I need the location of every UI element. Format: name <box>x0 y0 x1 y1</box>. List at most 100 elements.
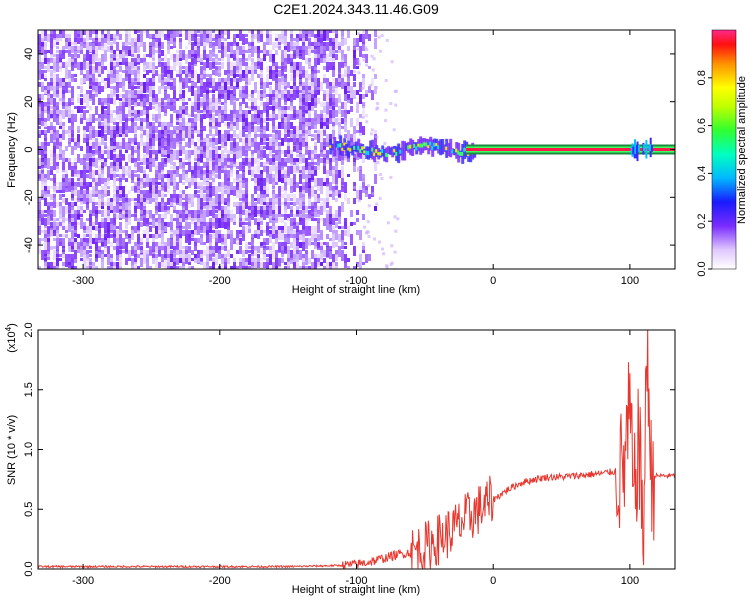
noise-speckle <box>59 154 62 160</box>
noise-speckle <box>374 30 377 37</box>
noise-speckle <box>170 54 173 60</box>
noise-speckle <box>167 146 170 154</box>
noise-speckle <box>203 126 206 131</box>
noise-speckle <box>173 58 176 62</box>
noise-speckle <box>278 210 281 217</box>
noise-speckle <box>281 94 284 98</box>
noise-speckle <box>95 242 98 251</box>
noise-speckle <box>98 238 101 243</box>
noise-speckle <box>236 34 239 38</box>
noise-speckle <box>182 266 185 269</box>
noise-speckle <box>170 46 173 49</box>
noise-speckle <box>137 58 140 63</box>
signal-peak <box>377 152 381 156</box>
noise-speckle <box>218 94 221 98</box>
noise-speckle <box>332 78 335 81</box>
noise-speckle <box>143 198 146 202</box>
noise-speckle <box>206 194 209 197</box>
noise-speckle <box>302 138 305 147</box>
noise-speckle <box>62 234 65 237</box>
noise-speckle <box>191 122 194 128</box>
noise-speckle <box>44 198 47 206</box>
noise-speckle <box>326 246 329 257</box>
noise-speckle <box>131 150 134 161</box>
noise-speckle <box>254 106 257 112</box>
noise-speckle <box>299 218 302 225</box>
noise-speckle <box>140 198 143 203</box>
noise-speckle <box>209 130 212 136</box>
noise-speckle <box>155 102 158 111</box>
noise-speckle <box>266 142 269 150</box>
disturbance <box>638 145 640 152</box>
noise-speckle <box>185 142 188 147</box>
noise-speckle <box>365 120 369 124</box>
noise-speckle <box>68 82 71 88</box>
noise-speckle <box>374 138 377 146</box>
noise-speckle <box>98 86 101 94</box>
noise-speckle <box>357 199 361 202</box>
noise-speckle <box>155 34 158 38</box>
noise-speckle <box>248 66 251 73</box>
noise-speckle <box>257 258 260 263</box>
noise-speckle <box>344 122 347 132</box>
noise-speckle <box>299 50 302 56</box>
noise-speckle <box>191 182 194 185</box>
noise-speckle <box>215 98 218 104</box>
snr-x-tick-label: 0 <box>490 575 496 587</box>
noise-speckle <box>305 170 308 173</box>
noise-speckle <box>104 238 107 248</box>
noise-speckle <box>170 34 173 44</box>
noise-speckle <box>293 254 296 262</box>
noise-speckle <box>233 262 236 269</box>
noise-speckle <box>83 246 86 250</box>
noise-speckle <box>92 178 95 182</box>
noise-speckle <box>134 258 137 264</box>
noise-speckle <box>53 98 56 107</box>
noise-speckle <box>155 242 158 247</box>
noise-speckle <box>221 222 224 228</box>
noise-speckle <box>128 142 131 150</box>
noise-speckle <box>167 130 170 137</box>
noise-speckle <box>365 30 368 39</box>
noise-speckle <box>155 218 158 222</box>
noise-speckle <box>110 150 113 160</box>
noise-speckle <box>182 82 185 87</box>
noise-speckle <box>338 126 341 135</box>
noise-speckle <box>209 194 212 201</box>
noise-speckle <box>347 110 350 114</box>
noise-speckle <box>251 106 254 111</box>
noise-speckle <box>164 62 167 69</box>
noise-speckle <box>191 234 194 238</box>
noise-speckle <box>149 90 152 94</box>
noise-speckle <box>242 54 245 59</box>
noise-speckle <box>182 230 185 236</box>
noise-speckle <box>269 138 272 143</box>
noise-speckle <box>326 138 329 145</box>
noise-speckle <box>287 230 290 233</box>
noise-speckle <box>269 54 272 62</box>
noise-speckle <box>41 182 44 192</box>
noise-speckle <box>218 70 221 73</box>
noise-speckle <box>385 38 389 42</box>
noise-speckle <box>167 98 170 105</box>
noise-speckle <box>173 182 176 189</box>
noise-speckle <box>173 266 176 269</box>
noise-speckle <box>236 166 239 169</box>
noise-speckle <box>338 150 341 161</box>
noise-speckle <box>293 238 296 242</box>
noise-speckle <box>218 210 221 221</box>
noise-speckle <box>188 162 191 172</box>
noise-speckle <box>113 198 116 206</box>
noise-speckle <box>212 54 215 57</box>
noise-speckle <box>224 46 227 57</box>
noise-speckle <box>53 34 56 39</box>
signal-core <box>353 145 357 150</box>
noise-speckle <box>92 114 95 123</box>
noise-speckle <box>317 54 320 58</box>
noise-speckle <box>155 198 158 202</box>
noise-speckle <box>359 46 362 57</box>
noise-speckle <box>278 70 281 77</box>
noise-speckle <box>62 102 65 109</box>
noise-speckle <box>200 226 203 233</box>
noise-speckle <box>152 82 155 86</box>
